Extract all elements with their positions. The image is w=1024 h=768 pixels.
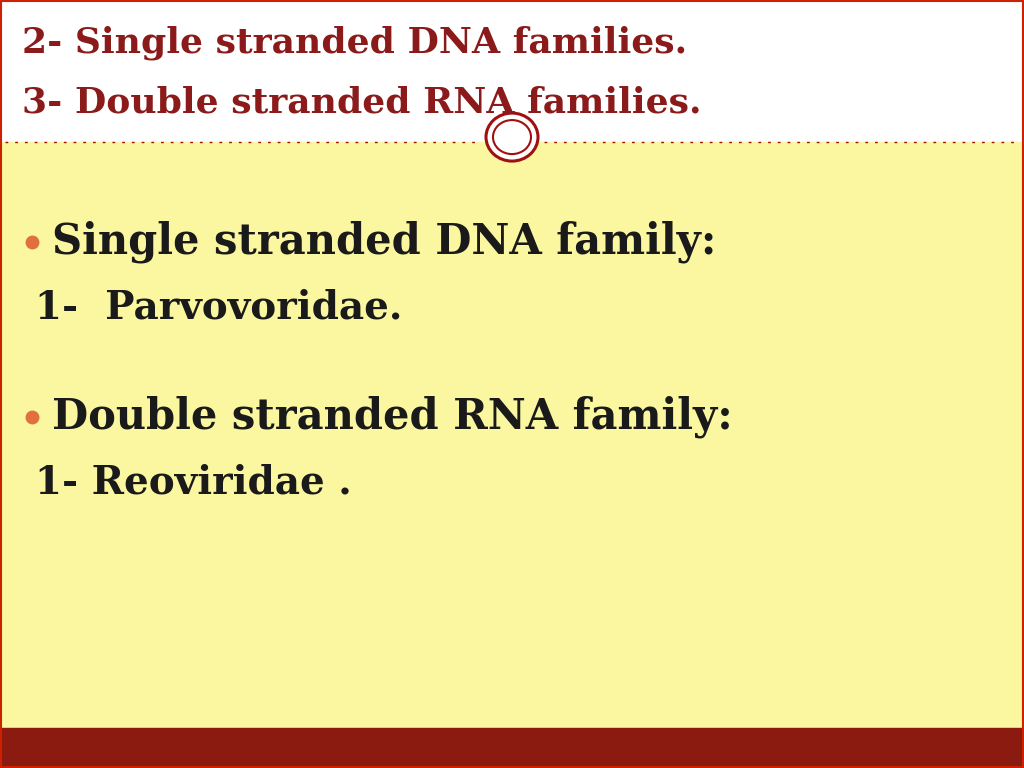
Bar bbox=[0, 728, 1024, 768]
Bar bbox=[0, 0, 1024, 142]
Text: 3- Double stranded RNA families.: 3- Double stranded RNA families. bbox=[22, 85, 701, 119]
Text: Single stranded DNA family:: Single stranded DNA family: bbox=[52, 221, 717, 263]
Text: 1- Reoviridae .: 1- Reoviridae . bbox=[35, 463, 352, 501]
Ellipse shape bbox=[493, 120, 531, 154]
Text: Double stranded RNA family:: Double stranded RNA family: bbox=[52, 396, 733, 439]
Text: 2- Single stranded DNA families.: 2- Single stranded DNA families. bbox=[22, 25, 687, 60]
Ellipse shape bbox=[486, 113, 538, 161]
Bar bbox=[0, 142, 1024, 728]
Text: 1-  Parvovoridae.: 1- Parvovoridae. bbox=[35, 288, 402, 326]
